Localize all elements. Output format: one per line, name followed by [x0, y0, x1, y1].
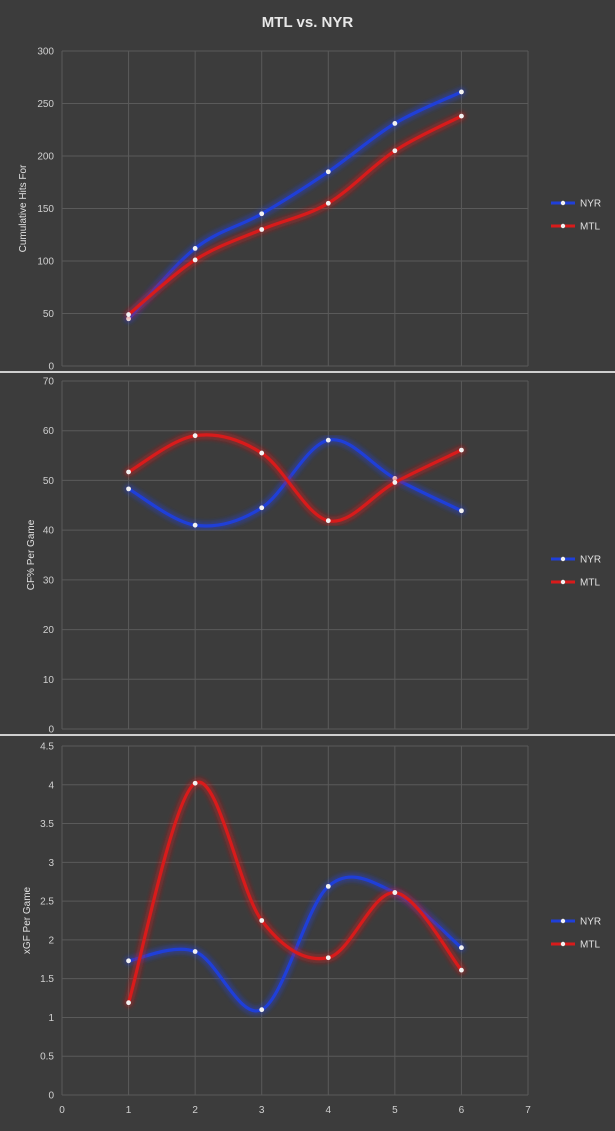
series-line-nyr — [126, 90, 463, 321]
x-tick-label: 2 — [192, 1105, 198, 1116]
x-tick-label: 3 — [259, 1105, 265, 1116]
data-point-nyr — [259, 211, 265, 217]
data-point-nyr — [325, 169, 331, 175]
legend-marker — [560, 200, 566, 206]
y-tick-label: 20 — [43, 625, 55, 636]
data-point-nyr — [392, 121, 398, 126]
x-tick-label: 7 — [525, 1105, 531, 1116]
series-glow-nyr — [124, 435, 466, 531]
series-glow-nyr — [124, 87, 466, 324]
data-point-mtl — [192, 257, 198, 263]
series-line-mtl — [126, 780, 463, 1005]
series-glow-mtl — [124, 430, 466, 526]
y-tick-label: 30 — [43, 575, 55, 586]
legend-marker — [560, 941, 566, 947]
data-point-mtl — [459, 447, 464, 453]
data-point-nyr — [459, 945, 464, 951]
legend-marker — [560, 918, 566, 924]
y-tick-label: 60 — [43, 426, 55, 437]
data-point-nyr — [192, 949, 198, 954]
data-point-nyr — [259, 1007, 265, 1013]
data-point-mtl — [325, 955, 331, 961]
data-point-mtl — [192, 780, 198, 786]
legend-label-mtl: MTL — [580, 222, 600, 233]
data-point-mtl — [259, 227, 265, 232]
legend-label-nyr: NYR — [580, 917, 601, 928]
y-tick-label: 200 — [37, 152, 54, 163]
series-glow-mtl — [124, 111, 466, 320]
data-point-mtl — [392, 148, 398, 154]
series-line-mtl — [126, 114, 463, 317]
x-tick-label: 4 — [326, 1105, 332, 1116]
y-tick-label: 0.5 — [40, 1052, 54, 1063]
chart-panel-3: 0 0.5 1 1.5 2 2.5 3 3.5 4 4.5 0 1 2 3 4 5 6 7 xGF Per Game… — [22, 742, 601, 1117]
legend-label-nyr: NYR — [580, 555, 601, 566]
data-point-mtl — [325, 518, 331, 524]
legend-marker — [560, 579, 566, 585]
y-tick-label: 3 — [48, 858, 54, 869]
y-tick-label: 1.5 — [40, 974, 54, 985]
y-tick-label: 70 — [43, 377, 55, 388]
y-axis-label: xGF Per Game — [22, 886, 33, 954]
data-point-nyr — [192, 246, 198, 251]
series-line-mtl — [126, 433, 463, 523]
y-tick-label: 2 — [48, 935, 54, 946]
legend-label-mtl: MTL — [580, 940, 600, 951]
legend-label-mtl: MTL — [580, 578, 600, 589]
y-tick-label: 1 — [48, 1013, 54, 1024]
data-point-mtl — [392, 890, 398, 895]
y-tick-label: 50 — [43, 476, 55, 487]
y-tick-label: 100 — [37, 257, 54, 268]
data-point-nyr — [259, 505, 265, 511]
y-axis-label: CF% Per Game — [26, 519, 37, 590]
y-tick-label: 4 — [48, 780, 54, 791]
legend-marker — [560, 223, 566, 229]
data-point-mtl — [392, 480, 398, 485]
data-point-mtl — [192, 433, 198, 439]
y-tick-label: 10 — [43, 675, 55, 686]
legend-marker — [560, 556, 566, 562]
y-tick-label: 50 — [43, 309, 55, 320]
data-point-mtl — [259, 918, 265, 923]
y-tick-label: 250 — [37, 99, 54, 110]
data-point-nyr — [126, 958, 131, 964]
y-tick-label: 0 — [48, 1091, 54, 1102]
y-tick-label: 4.5 — [40, 742, 54, 753]
y-tick-label: 0 — [48, 725, 54, 736]
data-point-mtl — [459, 113, 464, 119]
x-tick-label: 6 — [459, 1105, 465, 1116]
x-tick-label: 1 — [126, 1105, 132, 1116]
chart-panel-1: 0 50 100 150 200 250 300 Cumulative Hits For NYR… — [0, 47, 615, 373]
data-point-mtl — [126, 469, 131, 475]
data-point-nyr — [126, 486, 131, 492]
y-tick-label: 0 — [48, 362, 54, 373]
data-point-mtl — [259, 450, 265, 456]
data-point-nyr — [192, 522, 198, 528]
y-tick-label: 300 — [37, 47, 54, 58]
data-point-nyr — [459, 89, 464, 95]
x-tick-label: 5 — [392, 1105, 398, 1116]
chart-panel-2: 0 10 20 30 40 50 60 70 CF% Per Game NYR MTL — [0, 377, 615, 736]
x-tick-label: 0 — [59, 1105, 65, 1116]
y-tick-label: 3.5 — [40, 819, 54, 830]
y-tick-label: 2.5 — [40, 897, 54, 908]
data-point-nyr — [325, 883, 331, 889]
data-point-nyr — [325, 437, 331, 443]
y-tick-label: 40 — [43, 526, 55, 537]
data-point-mtl — [126, 312, 131, 317]
data-point-mtl — [459, 967, 464, 973]
data-point-mtl — [126, 1000, 131, 1006]
y-axis-label: Cumulative Hits For — [18, 164, 29, 252]
chart-title: MTL vs. NYR — [261, 14, 354, 31]
data-point-mtl — [325, 200, 331, 206]
legend-label-nyr: NYR — [580, 199, 601, 210]
data-point-nyr — [459, 508, 464, 514]
y-tick-label: 150 — [37, 204, 54, 215]
